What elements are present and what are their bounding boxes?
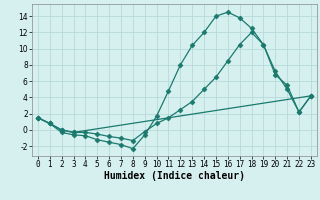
X-axis label: Humidex (Indice chaleur): Humidex (Indice chaleur) bbox=[104, 171, 245, 181]
